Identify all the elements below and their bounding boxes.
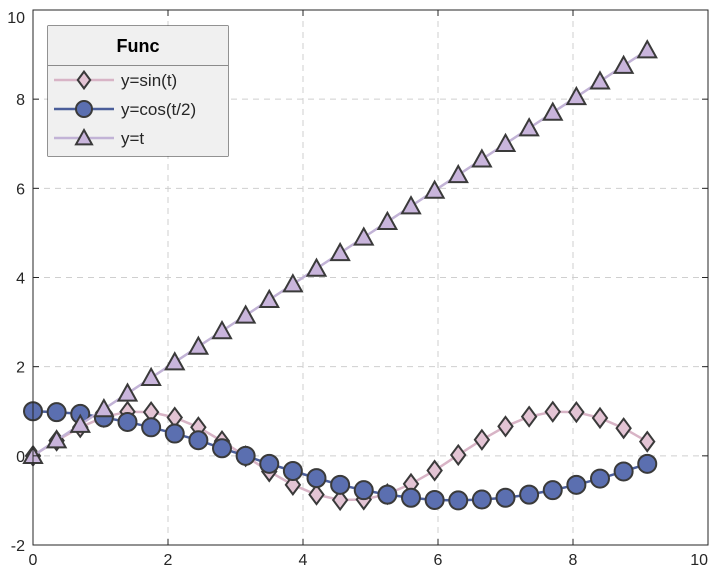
data-point bbox=[638, 430, 656, 453]
x-tick-label: 10 bbox=[690, 552, 708, 569]
data-point bbox=[164, 351, 186, 371]
legend-label: y=cos(t/2) bbox=[121, 100, 196, 119]
data-point bbox=[401, 487, 421, 508]
data-point bbox=[566, 474, 587, 495]
data-point bbox=[188, 430, 209, 451]
x-tick-label: 8 bbox=[569, 552, 578, 569]
data-point bbox=[565, 85, 588, 106]
data-point bbox=[400, 195, 422, 215]
legend-title: Func bbox=[117, 36, 160, 56]
data-point bbox=[590, 468, 610, 489]
data-point bbox=[471, 489, 492, 510]
data-point bbox=[542, 101, 564, 121]
data-point bbox=[494, 132, 517, 152]
data-point bbox=[140, 366, 162, 387]
data-point bbox=[519, 484, 540, 505]
legend-marker bbox=[76, 69, 92, 91]
legend-entry: y=cos(t/2) bbox=[54, 100, 196, 119]
y-tick-label: 6 bbox=[16, 181, 25, 198]
data-point bbox=[259, 453, 280, 474]
data-point bbox=[613, 461, 634, 482]
y-tick-label: 10 bbox=[7, 10, 25, 27]
series-layer bbox=[22, 39, 658, 512]
data-point bbox=[212, 438, 232, 459]
data-point bbox=[497, 415, 514, 438]
data-point bbox=[308, 483, 325, 506]
data-point bbox=[305, 257, 328, 277]
data-point bbox=[353, 226, 375, 246]
data-point bbox=[69, 413, 91, 433]
data-point bbox=[284, 473, 302, 496]
data-point bbox=[234, 304, 257, 324]
x-tick-label: 0 bbox=[29, 552, 38, 569]
data-point bbox=[542, 480, 563, 501]
data-point bbox=[306, 468, 327, 489]
legend-entry: y=t bbox=[54, 127, 144, 148]
data-point bbox=[589, 70, 611, 90]
y-tick-label: 4 bbox=[16, 271, 25, 288]
data-point bbox=[495, 487, 516, 508]
y-tick-label: -2 bbox=[11, 538, 25, 555]
legend-marker bbox=[75, 100, 93, 118]
data-point bbox=[544, 400, 562, 423]
y-tick-label: 2 bbox=[16, 360, 25, 377]
data-point bbox=[612, 54, 635, 74]
data-point bbox=[377, 484, 398, 505]
data-point bbox=[636, 39, 658, 59]
legend-marker bbox=[74, 127, 94, 146]
data-point bbox=[471, 148, 493, 168]
data-point bbox=[187, 335, 210, 355]
y-tick-label: 0 bbox=[16, 449, 25, 466]
data-point bbox=[520, 405, 538, 428]
data-point bbox=[568, 401, 585, 424]
legend-label: y=t bbox=[121, 129, 144, 148]
data-point bbox=[282, 273, 304, 293]
data-point bbox=[329, 241, 351, 262]
data-point bbox=[141, 417, 162, 438]
x-tick-label: 6 bbox=[434, 552, 443, 569]
y-tick-label: 8 bbox=[16, 92, 25, 109]
data-point bbox=[518, 117, 540, 137]
data-point bbox=[116, 382, 139, 402]
data-point bbox=[93, 397, 115, 418]
legend-label: y=sin(t) bbox=[121, 71, 177, 90]
data-point bbox=[235, 445, 256, 466]
data-point bbox=[46, 402, 67, 423]
data-point bbox=[117, 411, 138, 432]
series-2 bbox=[22, 39, 658, 465]
data-point bbox=[331, 488, 349, 512]
legend-entries: y=sin(t) y=cos(t/2) y=t bbox=[54, 69, 196, 148]
legend-entry: y=sin(t) bbox=[54, 69, 177, 91]
data-point bbox=[376, 210, 399, 230]
data-point bbox=[615, 417, 632, 440]
x-tick-label: 2 bbox=[164, 552, 173, 569]
data-point bbox=[282, 460, 303, 481]
data-point bbox=[164, 423, 185, 444]
data-point bbox=[473, 428, 491, 451]
legend: Func y=sin(t) y=cos(t/2) y=t bbox=[47, 25, 229, 157]
data-point bbox=[449, 443, 467, 467]
data-point bbox=[211, 319, 233, 340]
legend-title-background bbox=[48, 26, 228, 66]
data-point bbox=[448, 490, 469, 511]
data-point bbox=[424, 489, 445, 510]
data-point bbox=[447, 163, 469, 184]
data-point bbox=[637, 453, 658, 474]
data-point bbox=[426, 459, 443, 482]
data-point bbox=[353, 480, 374, 501]
data-point bbox=[330, 474, 351, 495]
data-point bbox=[423, 179, 446, 199]
data-point bbox=[258, 288, 280, 308]
data-point bbox=[45, 429, 68, 449]
x-tick-label: 4 bbox=[299, 552, 308, 569]
data-point bbox=[591, 406, 609, 430]
